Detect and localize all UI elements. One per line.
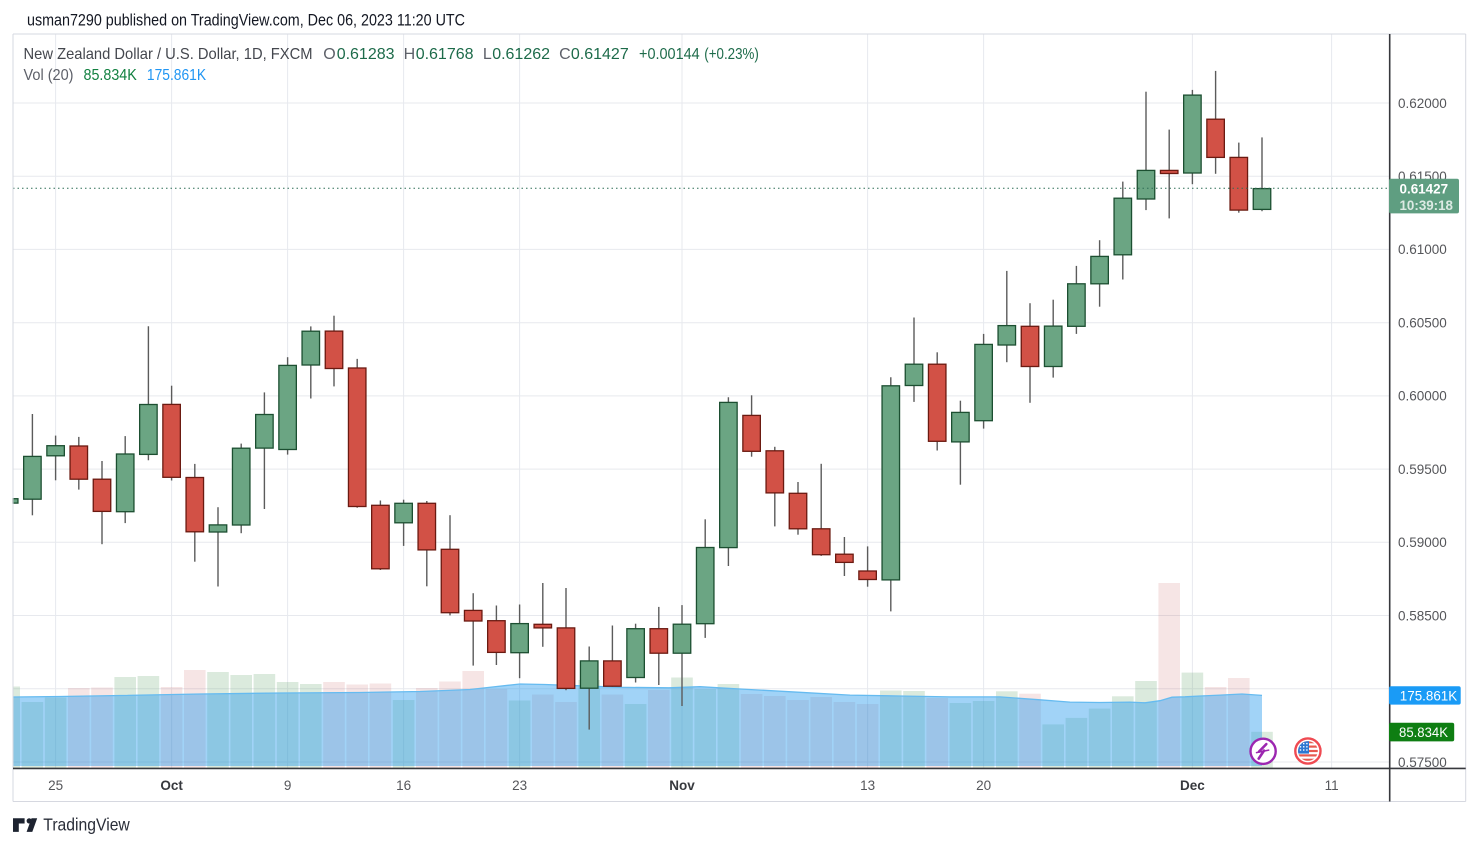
svg-text:0.61427: 0.61427	[571, 46, 629, 63]
svg-text:20: 20	[976, 778, 991, 793]
svg-text:O: O	[323, 46, 335, 63]
svg-text:25: 25	[48, 778, 63, 793]
svg-text:C: C	[559, 46, 571, 63]
svg-text:Dec: Dec	[1180, 778, 1205, 793]
svg-text:H: H	[404, 46, 416, 63]
svg-text:0.61262: 0.61262	[492, 46, 550, 63]
svg-text:175.861K: 175.861K	[1400, 688, 1457, 703]
svg-text:(+0.23%): (+0.23%)	[704, 46, 759, 63]
svg-text:Oct: Oct	[160, 778, 183, 793]
svg-text:0.61283: 0.61283	[337, 46, 395, 63]
svg-text:9: 9	[284, 778, 292, 793]
svg-text:0.58500: 0.58500	[1398, 608, 1447, 623]
svg-text:16: 16	[396, 778, 411, 793]
svg-text:0.57500: 0.57500	[1398, 755, 1447, 770]
svg-text:23: 23	[512, 778, 527, 793]
svg-text:85.834K: 85.834K	[1399, 725, 1448, 740]
svg-text:+0.00144: +0.00144	[639, 46, 700, 63]
svg-text:0.61427: 0.61427	[1400, 182, 1449, 197]
svg-text:11: 11	[1325, 778, 1339, 793]
svg-text:0.61768: 0.61768	[416, 46, 474, 63]
svg-text:0.61000: 0.61000	[1398, 242, 1447, 257]
svg-text:0.60000: 0.60000	[1398, 389, 1447, 404]
svg-text:13: 13	[860, 778, 875, 793]
svg-text:Vol (20): Vol (20)	[24, 67, 74, 84]
svg-text:85.834K: 85.834K	[84, 67, 138, 84]
svg-text:175.861K: 175.861K	[147, 67, 206, 84]
svg-text:L: L	[483, 46, 492, 63]
svg-text:0.59000: 0.59000	[1398, 535, 1447, 550]
svg-text:usman7290 published on Trading: usman7290 published on TradingView.com, …	[27, 11, 465, 30]
svg-text:Nov: Nov	[669, 778, 695, 793]
svg-text:0.62000: 0.62000	[1398, 96, 1447, 111]
svg-text:New Zealand Dollar / U.S. Doll: New Zealand Dollar / U.S. Dollar, 1D, FX…	[24, 46, 313, 63]
svg-text:TradingView: TradingView	[43, 815, 130, 835]
svg-text:10:39:18: 10:39:18	[1400, 198, 1454, 213]
svg-text:0.59500: 0.59500	[1398, 462, 1447, 477]
svg-text:0.60500: 0.60500	[1398, 316, 1447, 331]
